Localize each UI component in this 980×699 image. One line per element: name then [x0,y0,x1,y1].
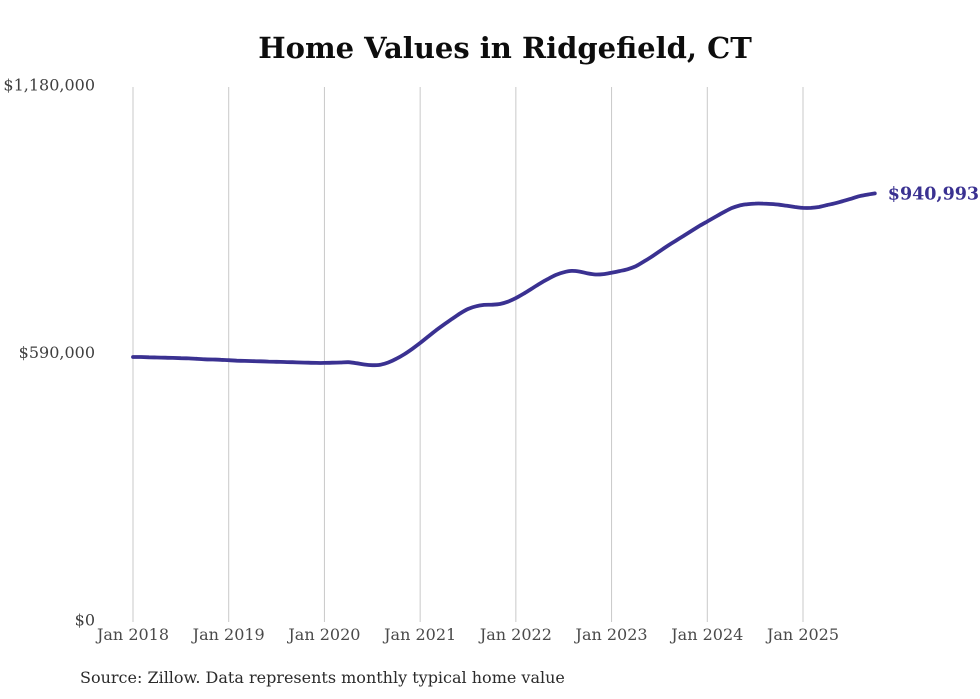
y-tick-label: $1,180,000 [3,76,95,95]
x-tick-label: Jan 2025 [765,625,839,644]
gridlines-group [132,87,804,622]
x-axis-labels-group: Jan 2018 Jan 2019 Jan 2020 Jan 2021 Jan 2022… [95,625,839,644]
x-tick-label: Jan 2019 [191,625,265,644]
x-tick-label: Jan 2020 [286,625,360,644]
home-value-series-line [131,191,877,368]
x-tick-label: Jan 2022 [478,625,552,644]
x-tick-label: Jan 2018 [95,625,169,644]
chart-title: Home Values in Ridgefield, CT [258,31,752,65]
y-tick-label: $0 [75,611,95,630]
x-tick-label: Jan 2021 [382,625,456,644]
y-axis-labels-group: $0 $590,000 $1,180,000 [3,76,95,630]
y-tick-label: $590,000 [19,343,95,362]
x-tick-label: Jan 2024 [669,625,743,644]
end-value-label: $940,993 [888,184,979,204]
x-tick-label: Jan 2023 [574,625,648,644]
source-note: Source: Zillow. Data represents monthly … [80,668,565,687]
